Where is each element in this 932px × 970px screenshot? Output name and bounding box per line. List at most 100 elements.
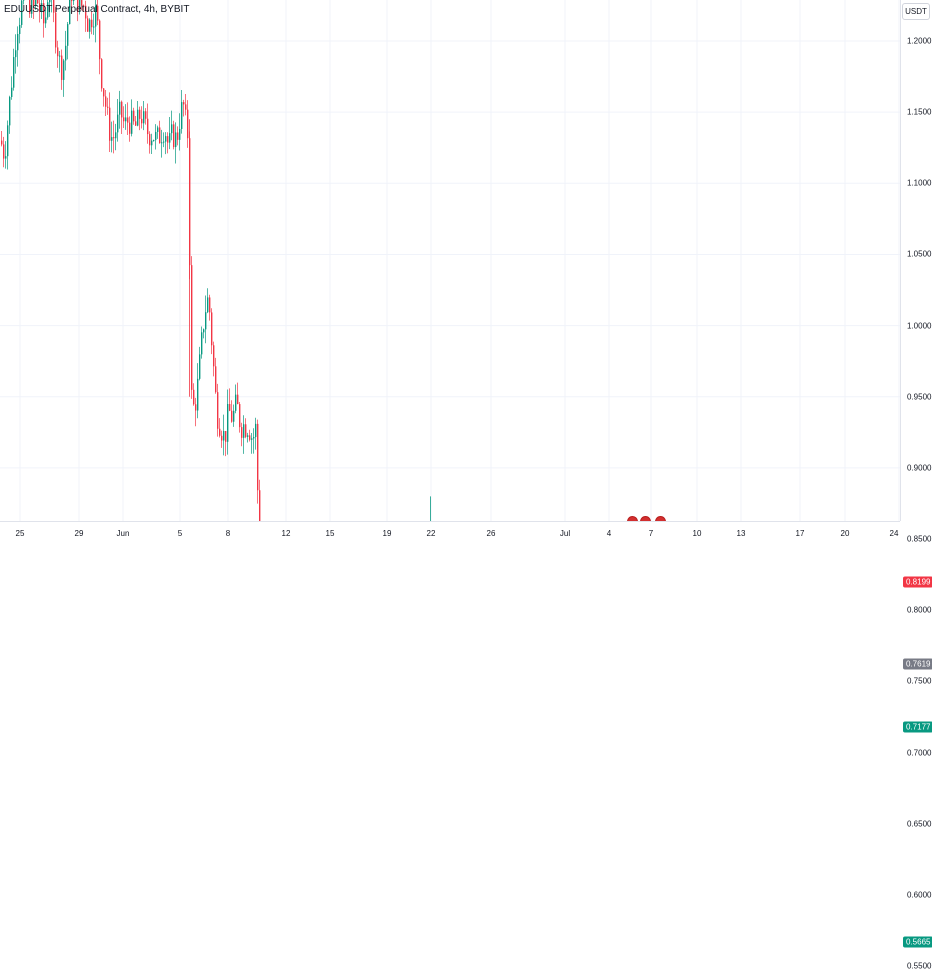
candle-body <box>137 109 139 126</box>
candle-body <box>45 17 47 24</box>
candle-body <box>181 102 183 129</box>
candle-body <box>203 329 205 333</box>
candle-body <box>195 404 197 411</box>
price-tick: 0.8500 <box>907 534 932 544</box>
candle-body <box>145 111 147 119</box>
candle-body <box>23 0 25 1</box>
candle-body <box>1 140 3 145</box>
time-tick: 13 <box>736 529 746 538</box>
symbol-title: EDUUSDT Perpetual Contract, 4h, BYBIT <box>4 4 190 15</box>
price-tick: 0.9000 <box>907 463 932 473</box>
candle-body <box>187 109 189 139</box>
candle-body <box>217 392 219 429</box>
currency-button[interactable]: USDT <box>902 3 930 20</box>
candle-body <box>255 423 257 438</box>
candle-body <box>109 107 111 141</box>
candle-body <box>111 137 113 141</box>
event-flag-icon[interactable] <box>640 516 651 521</box>
candle-body <box>193 389 195 405</box>
candle-body <box>223 431 225 441</box>
price-tick: 0.7000 <box>907 748 932 757</box>
candle-body <box>7 125 9 157</box>
candle-body <box>185 104 187 110</box>
candle-body <box>209 297 211 313</box>
candle-body <box>77 0 79 12</box>
candle-body <box>149 134 151 146</box>
price-tick: 1.1000 <box>907 178 932 188</box>
time-tick: 29 <box>74 529 84 538</box>
chart-canvas[interactable]: EDUUSDT Perpetual Contract, 4h, BYBIT 10… <box>0 0 900 521</box>
candle-body <box>21 0 23 25</box>
candle-body <box>29 0 31 14</box>
candle-body <box>225 431 227 442</box>
candle-body <box>81 0 83 6</box>
candle-body <box>83 5 85 7</box>
candle-body <box>53 0 55 13</box>
candlestick-chart[interactable] <box>0 0 900 521</box>
candle-body <box>163 141 165 143</box>
time-tick: 20 <box>840 529 850 538</box>
candle-body <box>35 0 37 7</box>
candle-body <box>39 3 41 12</box>
candle-body <box>135 121 137 126</box>
candle-body <box>41 3 43 12</box>
price-tick: 0.8000 <box>907 605 932 615</box>
candle-body <box>177 132 179 140</box>
time-tick: Jun <box>116 529 130 538</box>
candle-body <box>125 117 127 122</box>
candle-body <box>153 140 155 142</box>
candle-body <box>87 18 89 32</box>
price-tick: 1.0500 <box>907 249 932 259</box>
price-axis[interactable]: 1.2000 1.1500 1.1000 1.0500 1.0000 0.9500 0.90… <box>900 0 932 970</box>
candle-body <box>229 404 231 411</box>
candle-body <box>9 96 11 126</box>
candle-body <box>107 106 109 108</box>
candle-body <box>147 118 149 135</box>
candle-body <box>241 427 243 438</box>
candle-body <box>157 127 159 132</box>
candle-body <box>213 345 215 367</box>
candle-body <box>143 111 145 124</box>
time-tick: 26 <box>486 529 496 538</box>
candle-body <box>161 142 163 144</box>
candle-body <box>13 57 15 88</box>
time-tick: 22 <box>426 529 436 538</box>
candle-body <box>69 0 71 25</box>
price-tick: 1.0000 <box>907 321 932 331</box>
event-flag-icon[interactable] <box>655 516 666 521</box>
candle-body <box>221 435 223 441</box>
time-tick: 24 <box>889 529 899 538</box>
candle-body <box>167 136 169 143</box>
candle-body <box>113 137 115 139</box>
candle-body <box>117 114 119 133</box>
candle-body <box>31 0 33 14</box>
price-badge: 0.7177 <box>903 721 932 733</box>
price-tick: 0.5500 <box>907 961 932 970</box>
price-tick: 0.7500 <box>907 676 932 686</box>
candle-body <box>85 5 87 19</box>
candle-body <box>249 435 251 440</box>
price-tick: 1.2000 <box>907 36 932 46</box>
candle-body <box>123 117 125 122</box>
candle-body <box>219 428 221 436</box>
candle-body <box>197 378 199 411</box>
candle-body <box>159 127 161 144</box>
candle-body <box>205 312 207 330</box>
candle-body <box>191 265 193 390</box>
candle-body <box>257 423 259 491</box>
candle-body <box>3 144 5 159</box>
candle-body <box>235 394 237 411</box>
candle-body <box>131 110 133 134</box>
candle-body <box>233 410 235 422</box>
candle-body <box>17 34 19 51</box>
candle-body <box>61 55 63 80</box>
candle-body <box>97 5 99 21</box>
candle-body <box>65 45 67 61</box>
candle-body <box>215 366 217 393</box>
candle-body <box>259 490 261 521</box>
time-tick: 7 <box>648 529 654 538</box>
event-flag-icon[interactable] <box>627 516 638 521</box>
time-axis[interactable]: 25 29 Jun 5 8 12 15 19 22 26 Jul 4 7 10 13 17 20 24 <box>0 521 900 551</box>
candle-body <box>103 88 105 97</box>
candle-body <box>199 354 201 379</box>
